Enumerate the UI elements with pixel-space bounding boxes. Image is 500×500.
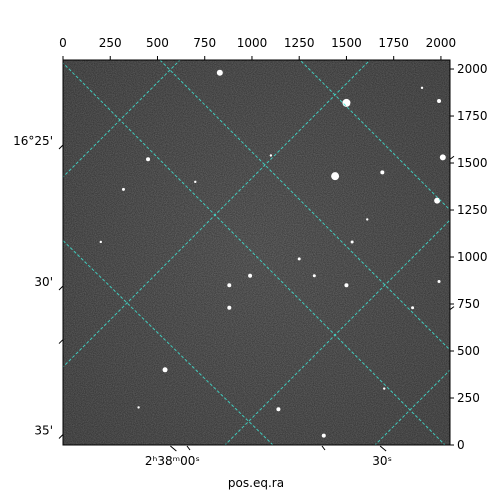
top-tick-label-4: 1000 xyxy=(237,36,268,50)
right-tick-label-8: 2000 xyxy=(457,62,488,76)
star-8 xyxy=(146,157,151,162)
star-7 xyxy=(434,197,441,204)
top-tick-label-1: 250 xyxy=(99,36,122,50)
axes-layer: 0 250 500 750 1000 1250 1500 1750 2000 0 250 500 750… xyxy=(13,36,487,468)
dec-tick-label-1: 30' xyxy=(34,275,53,289)
grid-line-8 xyxy=(299,60,450,211)
star-3 xyxy=(437,98,442,103)
star-20 xyxy=(276,407,281,412)
star-15 xyxy=(227,283,232,288)
ra-tick-label-1: 30ˢ xyxy=(372,454,392,468)
right-minor-tick-a xyxy=(449,155,455,160)
star-13 xyxy=(312,274,316,278)
star-4 xyxy=(439,154,446,161)
star-25 xyxy=(420,86,424,90)
star-26 xyxy=(194,180,197,184)
star-17 xyxy=(437,279,441,283)
right-tick-label-3: 750 xyxy=(457,297,480,311)
right-tick-label-1: 250 xyxy=(457,391,480,405)
plot-frame xyxy=(62,59,451,446)
image-noise xyxy=(63,60,450,445)
ra-minor-tick-2 xyxy=(321,445,326,451)
dec-tick-label-2: 35' xyxy=(34,423,53,437)
ra-tick-label-0: 2ʰ38ᵐ00ˢ xyxy=(145,454,200,468)
right-tick-label-0: 0 xyxy=(457,438,465,452)
star-22 xyxy=(99,240,102,244)
right-tick-label-7: 1750 xyxy=(457,109,488,123)
grid-line-2 xyxy=(63,60,371,368)
right-tick-label-6: 1500 xyxy=(457,156,488,170)
star-9 xyxy=(121,187,125,191)
grid-line-5 xyxy=(63,239,274,445)
star-1 xyxy=(216,69,223,76)
top-tick-label-0: 0 xyxy=(59,36,67,50)
right-tick-label-5: 1250 xyxy=(457,203,488,217)
top-tick-label-5: 1250 xyxy=(284,36,315,50)
dec-tick-2 xyxy=(58,434,64,439)
star-16 xyxy=(227,305,232,310)
star-27 xyxy=(383,387,386,390)
stars-layer xyxy=(99,69,446,438)
star-11 xyxy=(297,257,301,261)
right-minor-tick-b xyxy=(449,306,455,311)
star-6 xyxy=(380,170,385,175)
right-tick-label-4: 1000 xyxy=(457,250,488,264)
top-tick-label-3: 750 xyxy=(193,36,216,50)
ra-tick-0 xyxy=(170,445,177,452)
star-28 xyxy=(137,406,140,409)
star-23 xyxy=(366,218,369,221)
dec-tick-1 xyxy=(58,285,64,291)
ra-minor-tick-1 xyxy=(186,445,191,451)
star-21 xyxy=(321,433,326,438)
star-24 xyxy=(269,154,273,157)
dec-minor-tick xyxy=(58,339,64,344)
star-5 xyxy=(331,172,340,181)
top-tick-label-2: 500 xyxy=(146,36,169,50)
ra-tick-1 xyxy=(379,445,387,452)
star-10 xyxy=(350,240,354,244)
dec-tick-label-0: 16°25' xyxy=(13,134,53,148)
star-18 xyxy=(411,306,415,310)
dec-tick-0 xyxy=(58,144,64,150)
top-tick-label-6: 1500 xyxy=(331,36,362,50)
top-tick-label-7: 1750 xyxy=(378,36,409,50)
star-19 xyxy=(162,367,168,373)
grid-line-6 xyxy=(63,62,446,445)
right-tick-label-2: 500 xyxy=(457,344,480,358)
star-14 xyxy=(344,283,349,288)
star-12 xyxy=(248,273,253,278)
top-tick-label-8: 2000 xyxy=(426,36,457,50)
star-2 xyxy=(342,98,351,107)
x-axis-label: pos.eq.ra xyxy=(228,476,284,490)
